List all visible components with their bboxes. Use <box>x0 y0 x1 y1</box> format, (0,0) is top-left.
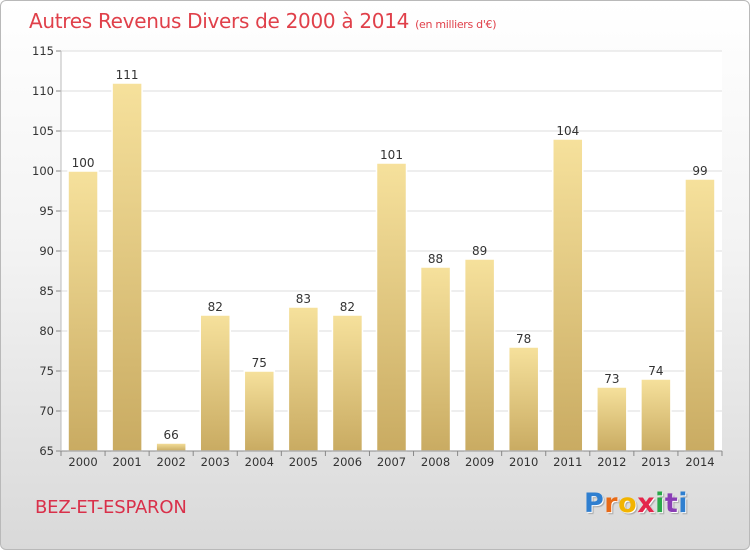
value-label-2006: 82 <box>340 300 355 314</box>
value-label-2001: 111 <box>116 68 139 82</box>
y-tick-label: 110 <box>32 84 54 98</box>
value-label-2007: 101 <box>380 148 403 162</box>
logo-letter: t <box>664 488 679 519</box>
x-tick-label-2003: 2003 <box>201 455 230 469</box>
logo-letter: o <box>618 488 638 519</box>
y-tick-label: 115 <box>32 44 54 58</box>
value-label-2000: 100 <box>72 156 95 170</box>
bar-2006 <box>331 314 364 452</box>
commune-name: BEZ-ET-ESPARON <box>35 497 187 518</box>
bar-2000 <box>67 170 99 452</box>
bar-2009 <box>463 258 496 452</box>
bar-2002 <box>155 442 187 452</box>
y-tick-label: 105 <box>32 124 54 138</box>
value-label-2004: 75 <box>252 356 267 370</box>
data-labels: 100 111 66 82 75 83 82 101 88 89 78 104 73 74 99 <box>72 68 708 442</box>
y-tick-label: 80 <box>39 324 54 338</box>
logo-letter: P <box>584 488 605 519</box>
x-tick-label-2002: 2002 <box>157 455 186 469</box>
chart-title: Autres Revenus Divers de 2000 à 2014 (en … <box>29 9 497 33</box>
bar-2012 <box>596 386 628 452</box>
x-axis: 2000 2001 2002 2003 2004 2005 2006 2007 2008 2009… <box>60 451 723 469</box>
bar-2003 <box>199 314 231 452</box>
bar-2013 <box>640 378 672 452</box>
bars <box>67 82 716 452</box>
logo-letter: i <box>678 488 689 519</box>
x-tick-label-2008: 2008 <box>421 455 450 469</box>
value-label-2009: 89 <box>472 244 487 258</box>
x-tick-label-2011: 2011 <box>553 455 582 469</box>
x-tick-label-2013: 2013 <box>641 455 670 469</box>
chart-title-text: Autres Revenus Divers de 2000 à 2014 <box>29 9 410 33</box>
y-axis: 65 70 75 80 85 90 95 100 105 110 115 <box>32 44 61 458</box>
chart-subtitle: (en milliers d'€) <box>415 18 497 31</box>
x-tick-label-2009: 2009 <box>465 455 494 469</box>
bar-2001 <box>111 82 143 452</box>
x-tick-label-2001: 2001 <box>112 455 141 469</box>
value-label-2008: 88 <box>428 252 443 266</box>
value-label-2012: 73 <box>604 372 619 386</box>
bar-2010 <box>507 346 540 452</box>
value-label-2010: 78 <box>516 332 531 346</box>
x-tick-label-2010: 2010 <box>509 455 538 469</box>
y-tick-label: 65 <box>39 444 54 458</box>
value-label-2014: 99 <box>692 164 707 178</box>
y-tick-label: 75 <box>39 364 54 378</box>
bar-2008 <box>419 266 452 452</box>
y-tick-label: 85 <box>39 284 54 298</box>
logo-letter: r <box>604 488 619 519</box>
value-label-2005: 83 <box>296 292 311 306</box>
bar-2014 <box>684 178 716 452</box>
bar-2004 <box>243 370 276 452</box>
x-tick-label-2004: 2004 <box>245 455 274 469</box>
x-tick-label-2005: 2005 <box>289 455 318 469</box>
bar-2005 <box>287 306 320 452</box>
logo-letter: x <box>637 488 656 519</box>
y-tick-label: 100 <box>32 164 54 178</box>
x-tick-label-2006: 2006 <box>333 455 362 469</box>
value-label-2011: 104 <box>556 124 579 138</box>
proxiti-logo: Proxiti <box>584 488 688 519</box>
value-label-2013: 74 <box>648 364 663 378</box>
x-tick-label-2014: 2014 <box>685 455 714 469</box>
bar-2011 <box>552 138 584 452</box>
x-tick-label-2007: 2007 <box>377 455 406 469</box>
x-tick-label-2012: 2012 <box>597 455 626 469</box>
y-tick-label: 95 <box>39 204 54 218</box>
y-tick-label: 90 <box>39 244 54 258</box>
logo-letter: i <box>655 488 665 519</box>
x-tick-label-2000: 2000 <box>68 455 97 469</box>
bar-2007 <box>375 162 408 452</box>
value-label-2003: 82 <box>208 300 223 314</box>
value-label-2002: 66 <box>164 428 179 442</box>
y-tick-label: 70 <box>39 404 54 418</box>
